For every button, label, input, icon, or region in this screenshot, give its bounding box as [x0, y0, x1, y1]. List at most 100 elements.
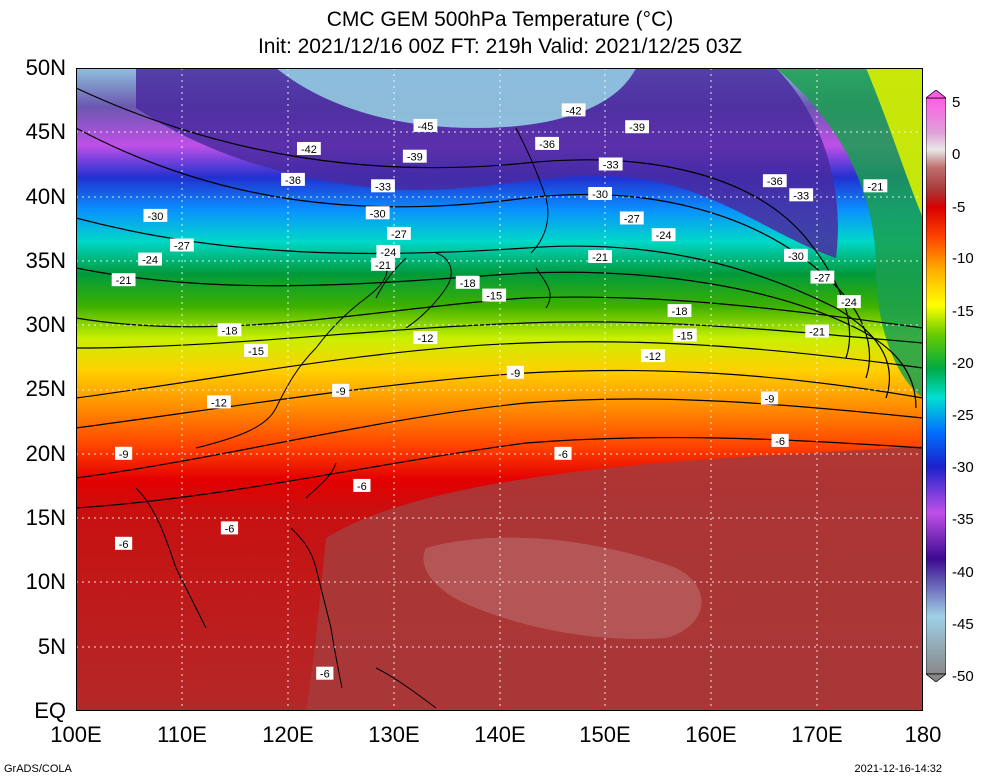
colorbar-label-m20: -20: [952, 355, 974, 372]
warmest-patch: [423, 537, 702, 639]
contour-label: -27: [170, 238, 194, 253]
contour-label-text: -12: [645, 351, 661, 363]
contour-label: -6: [115, 536, 133, 551]
contour-label-bg: [771, 433, 789, 447]
graticule: [76, 68, 923, 711]
contour-label-text: -6: [119, 539, 129, 551]
contour-label: -42: [561, 103, 586, 117]
colorbar-gradient: [926, 97, 946, 675]
colorbar-label-m15: -15: [952, 303, 974, 320]
lon-label-160e: 160E: [685, 722, 737, 747]
lon-label-180: 180: [904, 722, 942, 747]
contour-label: -9: [760, 391, 779, 406]
contour-label-text: -27: [814, 273, 830, 285]
contour-label-bg: [588, 187, 612, 200]
contour-label: -21: [371, 257, 395, 272]
contour-label-text: -39: [407, 152, 423, 164]
lat-label-10n: 10N: [25, 569, 66, 594]
contour-label-text: -12: [211, 397, 227, 409]
lat-label-35n: 35N: [25, 248, 66, 273]
colorbar-bottom-arrow: [926, 673, 946, 682]
contour-label: -15: [672, 328, 697, 343]
contour-label: -6: [353, 478, 371, 493]
contour-label: -27: [387, 226, 411, 241]
contour-label: -21: [111, 273, 136, 287]
lat-label-eq: EQ: [34, 698, 66, 723]
contour-label-bg: [376, 244, 401, 258]
contour-label-text: -36: [539, 139, 555, 151]
contour-label: -27: [810, 270, 835, 285]
contour-label: -30: [784, 248, 808, 263]
contour-label-bg: [244, 343, 268, 357]
colorbar-label-5: 5: [952, 94, 961, 111]
colorbar-label-m50: -50: [952, 668, 974, 685]
lat-label-45n: 45N: [25, 119, 66, 144]
colorbar-label-m5: -5: [952, 199, 966, 216]
chart-subtitle: Init: 2021/12/16 00Z FT: 219h Valid: 202…: [257, 35, 743, 58]
colorbar-label-m40: -40: [952, 564, 974, 581]
contour-label: -15: [244, 343, 268, 358]
contour-label: -21: [805, 324, 829, 339]
contour-label: -9: [506, 365, 524, 380]
lon-label-170e: 170E: [791, 722, 843, 747]
footer-timestamp: 2021-12-16-14:32: [854, 763, 942, 775]
colorbar-label-m45: -45: [952, 616, 974, 633]
contour-label-bg: [413, 331, 438, 345]
contour-label-bg: [138, 252, 162, 266]
contour-label-bg: [353, 478, 371, 492]
contour-label: -36: [281, 172, 305, 187]
contour-label: -24: [651, 228, 676, 242]
contour-label-text: -9: [765, 394, 775, 406]
contour-label-text: -21: [592, 252, 608, 264]
contour-label-text: -12: [417, 333, 433, 345]
colorbar: [926, 90, 946, 682]
contour-label-bg: [837, 295, 861, 309]
lat-label-30n: 30N: [25, 312, 66, 337]
contour-label: -9: [115, 446, 133, 461]
contour-label: -33: [371, 179, 395, 193]
contour-label: -18: [667, 304, 692, 318]
lat-label-40n: 40N: [25, 184, 66, 209]
contour-label: -9: [332, 383, 350, 398]
contour-label-text: -33: [603, 160, 619, 172]
contour-label: -42: [297, 142, 321, 156]
contour-label-bg: [371, 257, 395, 271]
contour-label-text: -33: [793, 190, 809, 202]
contour-label-text: -27: [624, 214, 640, 226]
contour-label-text: -6: [225, 523, 235, 535]
contour-label-bg: [672, 328, 697, 342]
contour-label: -33: [598, 157, 623, 172]
contour-label-bg: [625, 120, 649, 134]
contour-label-bg: [332, 383, 350, 397]
contour-label-bg: [535, 136, 559, 150]
contour-label-bg: [598, 157, 623, 171]
contour-label-text: -33: [375, 181, 391, 193]
lat-label-15n: 15N: [25, 505, 66, 530]
contour-label-bg: [111, 273, 136, 287]
colorbar-label-m25: -25: [952, 407, 974, 424]
contour-label-text: -6: [558, 449, 568, 461]
contour-label-bg: [506, 365, 524, 379]
contour-label-bg: [554, 446, 572, 460]
contour-label: -36: [762, 174, 787, 188]
contour-label: -12: [641, 349, 665, 363]
contour-label-bg: [316, 666, 334, 680]
contour-label: -6: [554, 446, 572, 461]
contour-label-bg: [402, 149, 427, 163]
lon-label-120e: 120E: [262, 722, 314, 747]
contour-label-text: -30: [788, 251, 804, 263]
coastlines: [135, 127, 551, 709]
contour-label-bg: [667, 304, 692, 318]
contour-label-text: -21: [867, 181, 883, 193]
contour-label-text: -21: [809, 327, 825, 339]
colorbar-label-m10: -10: [952, 250, 974, 267]
contour-label-bg: [115, 536, 133, 550]
contour-label-text: -42: [566, 105, 582, 117]
contour-label-bg: [863, 179, 888, 193]
contour-label-text: -6: [775, 436, 785, 448]
contour-label-text: -36: [285, 175, 301, 187]
contour-label-bg: [455, 275, 480, 289]
colorbar-label-m35: -35: [952, 511, 974, 528]
map-frame: [76, 68, 923, 711]
contour-label-text: -30: [592, 189, 608, 201]
